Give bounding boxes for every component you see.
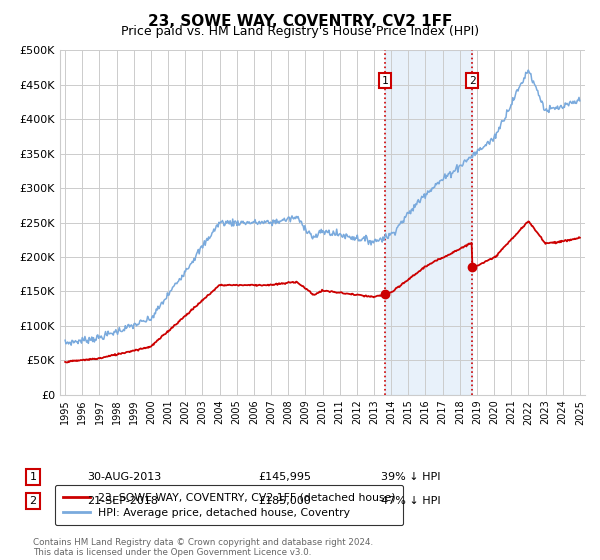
Text: 23, SOWE WAY, COVENTRY, CV2 1FF: 23, SOWE WAY, COVENTRY, CV2 1FF xyxy=(148,14,452,29)
Text: 30-AUG-2013: 30-AUG-2013 xyxy=(87,472,161,482)
Text: 47% ↓ HPI: 47% ↓ HPI xyxy=(381,496,440,506)
Text: Contains HM Land Registry data © Crown copyright and database right 2024.
This d: Contains HM Land Registry data © Crown c… xyxy=(33,538,373,557)
Text: £185,000: £185,000 xyxy=(258,496,311,506)
Text: 2: 2 xyxy=(469,76,475,86)
Text: 39% ↓ HPI: 39% ↓ HPI xyxy=(381,472,440,482)
Text: Price paid vs. HM Land Registry's House Price Index (HPI): Price paid vs. HM Land Registry's House … xyxy=(121,25,479,38)
Text: £145,995: £145,995 xyxy=(258,472,311,482)
Text: 21-SEP-2018: 21-SEP-2018 xyxy=(87,496,158,506)
Text: 2: 2 xyxy=(29,496,37,506)
Text: 1: 1 xyxy=(382,76,389,86)
Bar xyxy=(385,50,472,395)
Text: 1: 1 xyxy=(29,472,37,482)
Legend: 23, SOWE WAY, COVENTRY, CV2 1FF (detached house), HPI: Average price, detached h: 23, SOWE WAY, COVENTRY, CV2 1FF (detache… xyxy=(55,485,403,525)
